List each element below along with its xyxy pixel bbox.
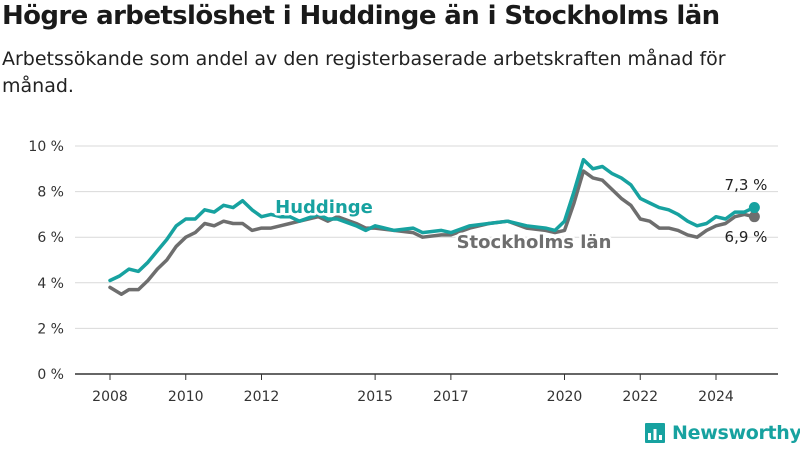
y-tick-label: 10 % [28,139,64,155]
y-tick-label: 6 % [37,230,64,246]
end-point-marker [748,211,760,223]
series-label: Stockholms län [457,232,612,253]
end-value-label: 6,9 % [725,228,768,246]
x-tick-label: 2012 [244,389,280,405]
brand-logo: Newsworthy [644,420,800,446]
y-tick-label: 4 % [37,276,64,292]
series-line-huddinge [108,157,756,283]
bar-chart-logo-icon [645,423,665,443]
x-tick-label: 2024 [698,389,734,405]
x-tick-label: 2022 [622,389,658,405]
chart-subtitle: Arbetssökande som andel av den registerb… [2,48,726,97]
y-axis-tick-labels: 0 % 2 % 4 % 6 % 8 % 10 % [28,139,64,383]
series-label-halo: Huddinge [275,197,373,218]
x-axis-tick-labels: 2008 2010 2012 2015 2017 2020 2022 2024 [92,374,734,405]
y-tick-label: 2 % [37,321,64,337]
chart-title: Högre arbetslöshet i Huddinge än i Stock… [2,1,720,31]
end-point-markers [748,202,760,223]
end-point-marker [748,202,760,214]
x-tick-label: 2015 [357,389,393,405]
series-label-halo: Stockholms län [457,232,612,253]
end-value-label: 7,3 % [725,176,768,194]
x-tick-label: 2017 [433,389,469,405]
x-tick-label: 2010 [168,389,204,405]
x-tick-label: 2020 [547,389,583,405]
y-tick-label: 0 % [37,367,64,383]
series-lines [108,157,756,296]
series-label: Huddinge [275,197,373,218]
y-tick-label: 8 % [37,185,64,201]
x-tick-label: 2008 [92,389,128,405]
brand-name: Newsworthy [672,422,800,444]
series-line-stockholms-lan [108,169,756,296]
